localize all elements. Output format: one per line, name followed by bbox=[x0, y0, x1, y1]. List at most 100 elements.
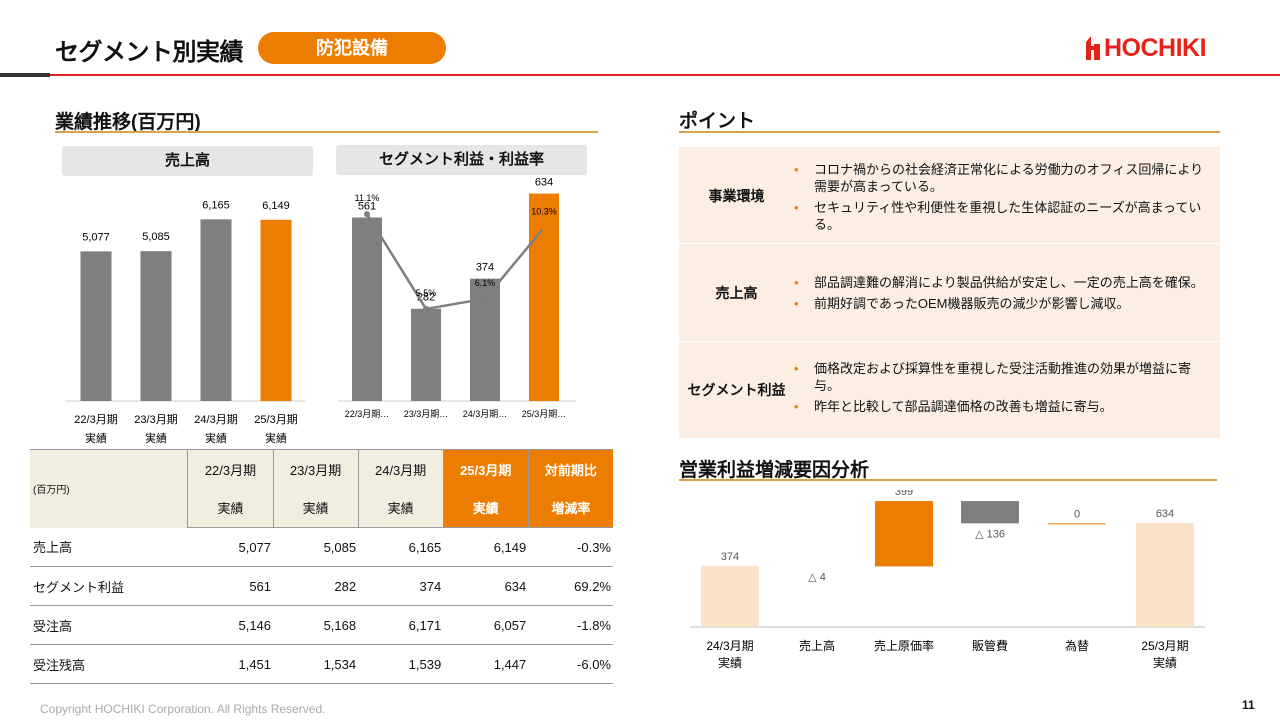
table-cell: 6,149 bbox=[443, 527, 529, 567]
col-header-top: 22/3月期 bbox=[187, 449, 274, 489]
table-cell: 6,171 bbox=[358, 605, 444, 645]
logo-mark-icon bbox=[1086, 36, 1100, 60]
table-cell: 634 bbox=[443, 566, 529, 606]
margin-point bbox=[423, 305, 429, 312]
point-row: 事業環境 コロナ禍からの社会経済正常化による労働力のオフィス回帰により需要が高ま… bbox=[679, 146, 1220, 244]
x-tick-label: 24/3月期 bbox=[706, 639, 753, 653]
logo-text: HOCHIKI bbox=[1104, 34, 1207, 62]
point-bullets: 部品調達難の解消により製品供給が安定し、一定の売上高を確保。 前期好調であったO… bbox=[794, 274, 1214, 316]
x-tick-label: 実績 bbox=[85, 431, 107, 445]
header-divider-accent bbox=[0, 73, 50, 77]
data-label: 5,077 bbox=[82, 231, 110, 243]
waterfall-title-underline bbox=[679, 479, 1217, 481]
col-header-bottom: 実績 bbox=[187, 488, 274, 528]
waterfall-bar bbox=[961, 501, 1019, 524]
margin-label: 11.1% bbox=[355, 193, 380, 203]
point-label: 売上高 bbox=[715, 285, 758, 301]
data-label: △ 136 bbox=[975, 528, 1005, 540]
margin-point bbox=[364, 211, 370, 218]
performance-section-title: 業績推移(百万円) bbox=[55, 112, 201, 133]
col-header-top: 対前期比 bbox=[527, 449, 613, 489]
waterfall-bar bbox=[875, 501, 933, 567]
margin-line bbox=[365, 213, 545, 311]
table-cell: 1,539 bbox=[358, 644, 444, 684]
x-tick-label: 販管費 bbox=[972, 638, 1008, 653]
margin-point bbox=[541, 224, 547, 231]
point-row: セグメント利益 価格改定および採算性を重視した受注活動推進の効果が増益に寄与。 … bbox=[679, 341, 1220, 439]
data-label: 374 bbox=[721, 551, 739, 563]
table-cell: 1,534 bbox=[273, 644, 359, 684]
table-row: 受注高 5,146 5,168 6,171 6,057 -1.8% bbox=[30, 605, 613, 645]
point-bullet: コロナ禍からの社会経済正常化による労働力のオフィス回帰により需要が高まっている。 bbox=[794, 161, 1214, 195]
sales-chart-header: 売上高 bbox=[62, 146, 313, 176]
x-tick-label: 実績 bbox=[718, 655, 742, 670]
x-tick-label: 23/3月期… bbox=[404, 409, 449, 419]
data-label: 634 bbox=[1156, 508, 1174, 520]
page-title: セグメント別実績 bbox=[55, 39, 244, 66]
table-cell: -1.8% bbox=[528, 605, 613, 645]
table-cell: 5,168 bbox=[273, 605, 359, 645]
table-cell: 282 bbox=[273, 566, 359, 606]
data-label: 5,085 bbox=[142, 231, 170, 243]
x-tick-label: 25/3月期 bbox=[1141, 639, 1188, 653]
point-bullet: 価格改定および採算性を重視した受注活動推進の効果が増益に寄与。 bbox=[794, 360, 1214, 394]
data-label: △ 4 bbox=[808, 571, 826, 583]
margin-label: 10.3% bbox=[531, 207, 557, 217]
x-tick-label: 23/3月期 bbox=[134, 413, 177, 426]
points-section-title: ポイント bbox=[679, 111, 756, 132]
col-header-bottom: 実績 bbox=[357, 488, 444, 528]
table-cell: 5,085 bbox=[273, 527, 359, 567]
profit-combo-chart: 56122/3月期…28223/3月期…37424/3月期…63425/3月期…… bbox=[338, 177, 576, 419]
data-label: 399 bbox=[895, 490, 913, 498]
table-cell: 6,057 bbox=[443, 605, 529, 645]
profit-chart-header: セグメント利益・利益率 bbox=[336, 145, 587, 175]
copyright: Copyright HOCHIKI Corporation. All Right… bbox=[40, 702, 326, 716]
table-cell: 1,447 bbox=[443, 644, 529, 684]
point-bullet: 部品調達難の解消により製品供給が安定し、一定の売上高を確保。 bbox=[794, 274, 1214, 291]
points-title-underline bbox=[679, 131, 1220, 133]
table-cell: 561 bbox=[187, 566, 274, 606]
x-tick-label: 22/3月期… bbox=[345, 409, 390, 419]
waterfall-bar bbox=[701, 565, 759, 627]
row-label: 受注高 bbox=[30, 605, 188, 645]
table-cell: 69.2% bbox=[528, 566, 613, 606]
waterfall-bar bbox=[1136, 523, 1194, 627]
x-tick-label: 実績 bbox=[1153, 655, 1177, 670]
margin-label: 6.1% bbox=[475, 278, 496, 288]
x-tick-label: 売上原価率 bbox=[874, 638, 934, 653]
point-bullet: セキュリティ性や利便性を重視した生体認証のニーズが高まっている。 bbox=[794, 199, 1214, 233]
x-tick-label: 為替 bbox=[1065, 639, 1089, 653]
point-label: セグメント利益 bbox=[687, 382, 786, 398]
bar bbox=[80, 251, 112, 401]
header-divider bbox=[0, 74, 1280, 76]
data-label: 561 bbox=[358, 200, 376, 212]
data-label: 634 bbox=[535, 177, 553, 189]
x-tick-label: 24/3月期 bbox=[194, 413, 237, 426]
point-bullet: 昨年と比較して部品調達価格の改善も増益に寄与。 bbox=[794, 398, 1214, 415]
point-bullets: 価格改定および採算性を重視した受注活動推進の効果が増益に寄与。 昨年と比較して部… bbox=[794, 360, 1214, 419]
table-row: セグメント利益 561 282 374 634 69.2% bbox=[30, 566, 613, 606]
col-header-top: 24/3月期 bbox=[357, 449, 444, 489]
table-cell: 6,165 bbox=[358, 527, 444, 567]
col-header-top: 23/3月期 bbox=[272, 449, 359, 489]
data-label: 374 bbox=[476, 262, 494, 274]
col-header-bottom: 増減率 bbox=[527, 488, 613, 528]
x-tick-label: 実績 bbox=[145, 431, 167, 445]
point-label: 事業環境 bbox=[708, 188, 765, 204]
bar bbox=[411, 308, 441, 401]
table-cell: -6.0% bbox=[528, 644, 613, 684]
data-label: 6,165 bbox=[202, 199, 230, 211]
x-tick-label: 実績 bbox=[265, 431, 287, 445]
x-tick-label: 売上高 bbox=[799, 638, 835, 653]
col-header-bottom: 実績 bbox=[272, 488, 359, 528]
row-label: 受注残高 bbox=[30, 644, 188, 684]
point-bullet: 前期好調であったOEM機器販売の減少が影響し減収。 bbox=[794, 295, 1214, 312]
table-unit: (百万円) bbox=[30, 449, 188, 528]
table-cell: 5,146 bbox=[187, 605, 274, 645]
x-tick-label: 24/3月期… bbox=[463, 409, 508, 419]
table-cell: -0.3% bbox=[528, 527, 613, 567]
x-tick-label: 22/3月期 bbox=[74, 413, 117, 426]
x-tick-label: 25/3月期… bbox=[522, 409, 567, 419]
